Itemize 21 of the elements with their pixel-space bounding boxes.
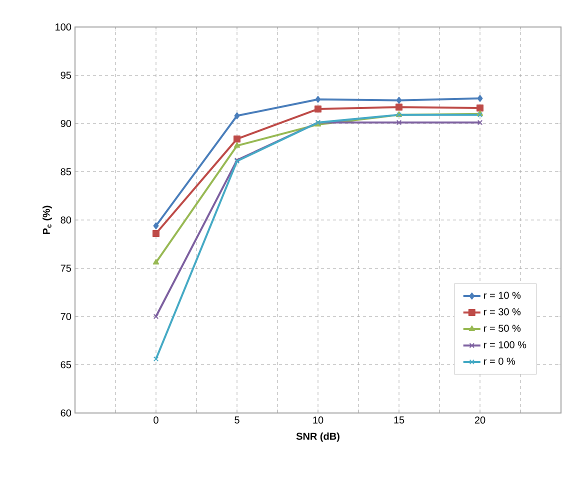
y-tick-label: 65 <box>60 361 72 368</box>
x-tick-label: 10 <box>313 416 324 424</box>
legend-label: r = 10 % <box>484 292 521 299</box>
x-tick-label: 5 <box>234 416 240 424</box>
x-tick-label: 20 <box>474 416 486 424</box>
y-tick-label: 85 <box>60 168 72 176</box>
x-tick-label: 0 <box>154 416 158 424</box>
y-tick-label: 95 <box>60 72 72 79</box>
y-axis-title: P$_{c}$ (%) <box>42 206 52 234</box>
legend-label: r = 100 % <box>484 341 526 348</box>
y-tick-label: 80 <box>60 216 72 224</box>
legend-label: r = 30 % <box>484 308 521 316</box>
legend-label: r = 0 % <box>484 358 516 365</box>
legend-label: r = 50 % <box>484 324 521 332</box>
y-tick-label: 70 <box>60 312 72 320</box>
y-tick-label: 90 <box>60 120 72 128</box>
y-tick-label: 100 <box>56 23 72 31</box>
y-tick-label: 75 <box>60 264 72 272</box>
y-tick-label: 60 <box>60 409 72 417</box>
x-axis-title: SNR (dB) <box>296 432 340 442</box>
x-tick-label: 15 <box>394 416 404 424</box>
